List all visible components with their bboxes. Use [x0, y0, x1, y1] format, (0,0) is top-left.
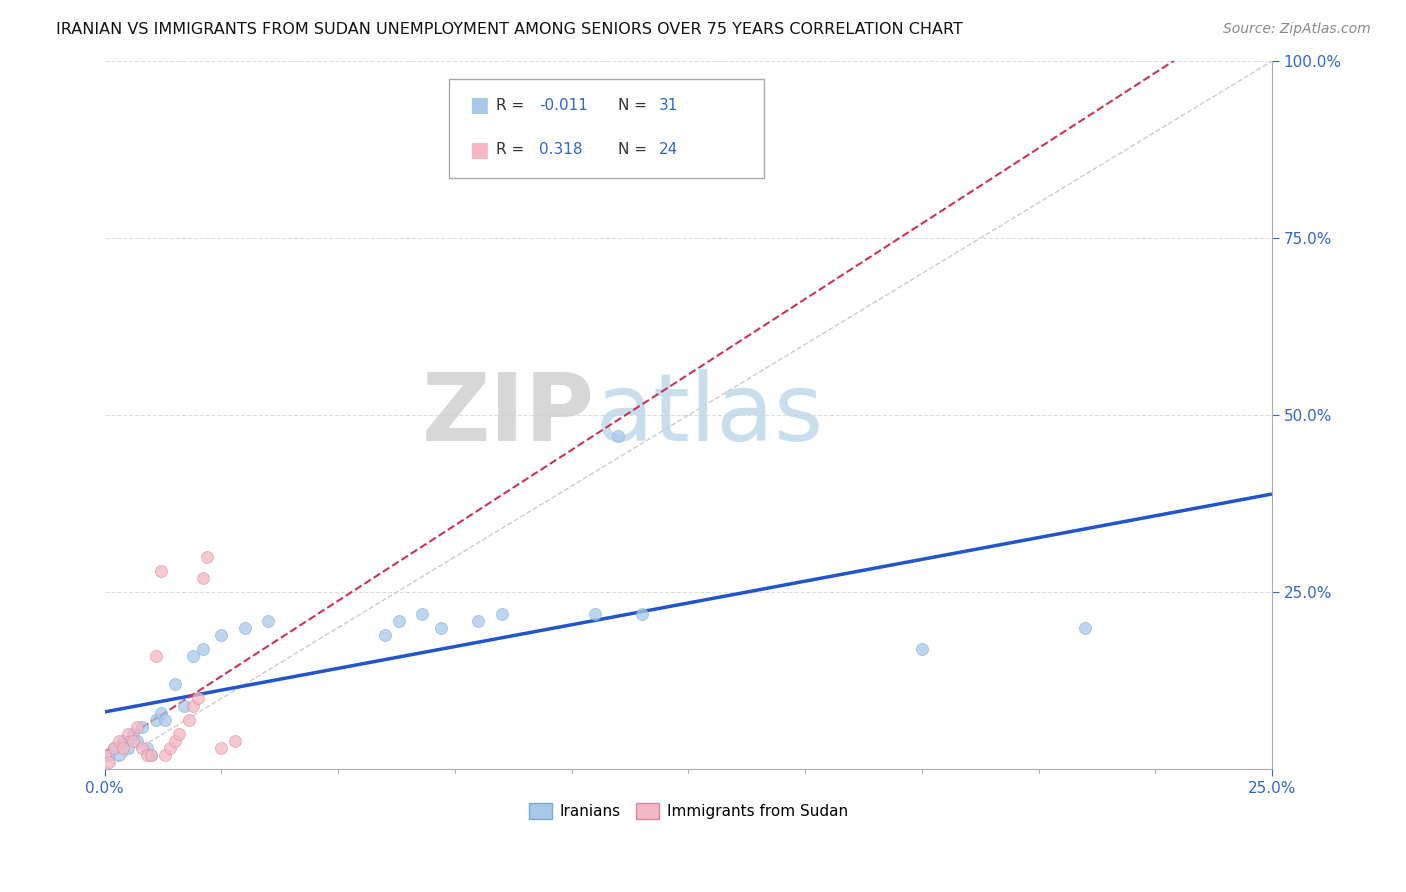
Text: -0.011: -0.011 — [538, 97, 588, 112]
Point — [93, 748, 115, 763]
Text: atlas: atlas — [595, 369, 823, 461]
Point — [430, 621, 453, 635]
Point — [135, 748, 157, 763]
Point — [131, 720, 153, 734]
Point — [257, 614, 280, 628]
Point — [103, 741, 125, 756]
Point — [155, 713, 177, 727]
Point — [117, 727, 139, 741]
Point — [135, 741, 157, 756]
Point — [145, 713, 167, 727]
Point — [183, 648, 205, 663]
Point — [177, 713, 200, 727]
Point — [911, 641, 934, 656]
Point — [163, 677, 186, 691]
Text: N =: N = — [619, 97, 652, 112]
Legend: Iranians, Immigrants from Sudan: Iranians, Immigrants from Sudan — [523, 797, 853, 825]
Text: ZIP: ZIP — [422, 369, 595, 461]
Text: 0.318: 0.318 — [538, 142, 582, 157]
Text: ■: ■ — [468, 140, 489, 160]
Point — [224, 734, 246, 748]
Point — [169, 727, 191, 741]
Point — [141, 748, 163, 763]
Point — [191, 641, 214, 656]
Text: Source: ZipAtlas.com: Source: ZipAtlas.com — [1223, 22, 1371, 37]
Point — [187, 691, 209, 706]
Point — [107, 734, 129, 748]
Point — [149, 564, 172, 578]
Point — [112, 741, 135, 756]
Point — [233, 621, 256, 635]
Point — [209, 741, 232, 756]
Point — [107, 748, 129, 763]
Point — [491, 607, 513, 621]
Point — [112, 734, 135, 748]
Text: IRANIAN VS IMMIGRANTS FROM SUDAN UNEMPLOYMENT AMONG SENIORS OVER 75 YEARS CORREL: IRANIAN VS IMMIGRANTS FROM SUDAN UNEMPLO… — [56, 22, 963, 37]
Point — [209, 628, 232, 642]
Point — [197, 549, 219, 564]
Point — [374, 628, 396, 642]
Point — [141, 748, 163, 763]
Point — [173, 698, 195, 713]
Point — [159, 741, 181, 756]
FancyBboxPatch shape — [449, 78, 765, 178]
Point — [127, 720, 149, 734]
Point — [121, 727, 143, 741]
Point — [411, 607, 433, 621]
Text: ■: ■ — [468, 95, 489, 115]
Point — [1074, 621, 1097, 635]
Point — [98, 748, 121, 763]
Point — [98, 756, 121, 770]
Point — [117, 741, 139, 756]
Point — [163, 734, 186, 748]
Point — [155, 748, 177, 763]
Text: 31: 31 — [659, 97, 679, 112]
Text: R =: R = — [496, 97, 529, 112]
Point — [149, 706, 172, 720]
Point — [183, 698, 205, 713]
Point — [145, 648, 167, 663]
Text: N =: N = — [619, 142, 652, 157]
Point — [127, 734, 149, 748]
Text: R =: R = — [496, 142, 529, 157]
Point — [131, 741, 153, 756]
Point — [121, 734, 143, 748]
Point — [607, 429, 630, 443]
Point — [630, 607, 652, 621]
Point — [388, 614, 411, 628]
Point — [103, 741, 125, 756]
Text: 24: 24 — [659, 142, 679, 157]
Point — [583, 607, 606, 621]
Point — [467, 614, 489, 628]
Point — [191, 571, 214, 585]
